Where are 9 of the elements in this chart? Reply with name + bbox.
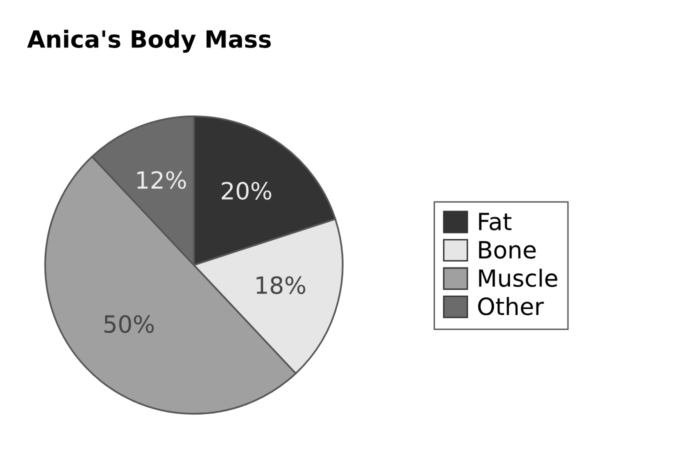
data-label: 12% bbox=[137, 171, 186, 189]
data-label: 50% bbox=[104, 315, 154, 333]
chart-title: Anica's Body Mass bbox=[27, 30, 271, 53]
legend-label: Muscle bbox=[479, 268, 558, 287]
legend-label: Fat bbox=[479, 212, 512, 230]
legend-label: Other bbox=[478, 297, 544, 316]
legend-label: Bone bbox=[479, 241, 536, 259]
data-label: 20% bbox=[222, 182, 272, 200]
data-label: 18% bbox=[256, 276, 306, 294]
